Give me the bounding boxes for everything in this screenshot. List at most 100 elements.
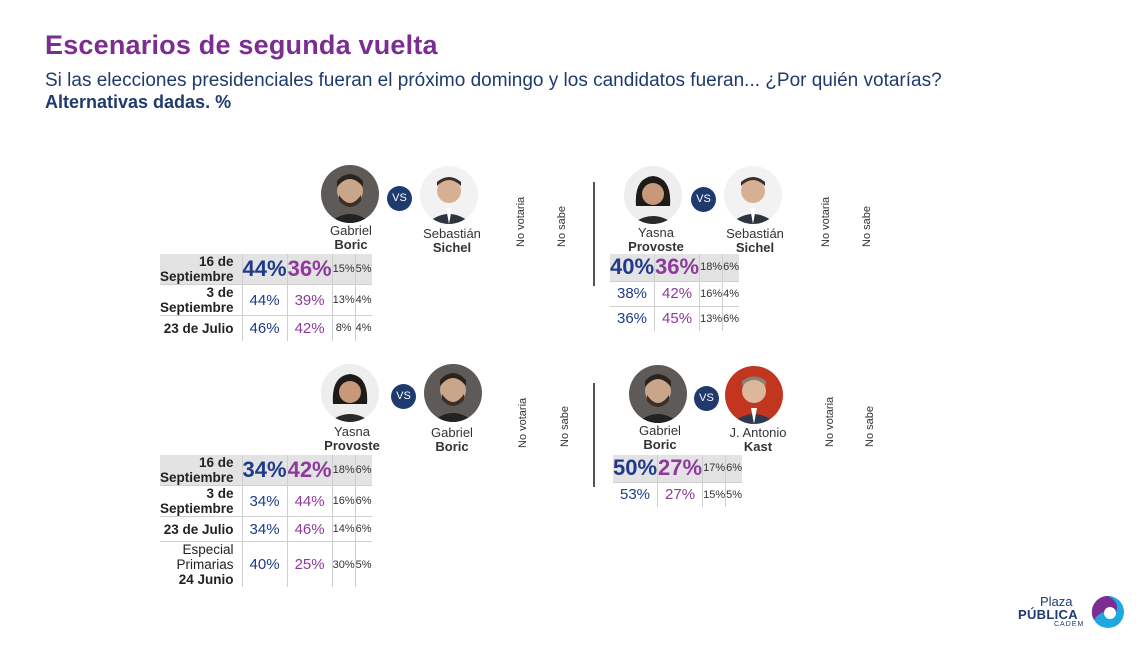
- value-cell: 44%: [241, 254, 288, 285]
- value-cell: 6%: [725, 455, 743, 483]
- row-label: 16 de Septiembre: [160, 254, 243, 285]
- row-label: 23 de Julio: [160, 516, 243, 542]
- value-cell: 34%: [241, 516, 288, 542]
- table-row: 3 de Septiembre 44% 39% 13% 4%: [160, 284, 372, 316]
- results-table: 40% 36% 18% 6% 38% 42% 16% 4% 36% 45% 13…: [610, 254, 740, 331]
- value-cell: 4%: [354, 315, 372, 341]
- avatar-boric: [424, 364, 482, 422]
- value-cell: 13%: [331, 284, 356, 316]
- value-cell: 13%: [699, 306, 723, 331]
- value-cell: 42%: [286, 315, 333, 341]
- candidate-name-1: Gabriel Boric: [301, 224, 401, 252]
- vs-badge: VS: [691, 187, 716, 212]
- column-header-no-sabe: No sabe: [861, 206, 873, 247]
- candidate-first-name: Gabriel: [330, 223, 372, 238]
- value-cell: 40%: [610, 254, 655, 282]
- value-cell: 5%: [725, 482, 743, 507]
- value-cell: 25%: [286, 541, 333, 587]
- value-cell: 8%: [331, 315, 356, 341]
- results-table: 16 de Septiembre 44% 36% 15% 5% 3 de Sep…: [160, 254, 372, 341]
- page-subtitle: Si las elecciones presidenciales fueran …: [45, 70, 942, 91]
- candidate-first-name: Gabriel: [431, 425, 473, 440]
- logo-plaza-text: Plaza: [1040, 594, 1073, 609]
- value-cell: 40%: [241, 541, 288, 587]
- value-cell: 27%: [657, 482, 703, 507]
- candidate-last-name: Sichel: [735, 240, 775, 255]
- value-cell: 18%: [331, 455, 356, 486]
- column-header-no-sabe: No sabe: [559, 406, 571, 447]
- value-cell: 4%: [354, 284, 372, 316]
- value-cell: 34%: [241, 485, 288, 517]
- value-cell: 18%: [699, 254, 723, 282]
- candidate-name-2: Sebastián Sichel: [705, 227, 805, 255]
- page-subtitle-units: Alternativas dadas. %: [45, 92, 232, 112]
- value-cell: 44%: [241, 284, 288, 316]
- candidate-first-name: J. Antonio: [729, 425, 787, 440]
- value-cell: 6%: [722, 306, 740, 331]
- candidate-first-name: Sebastián: [423, 226, 481, 241]
- candidate-last-name: Boric: [643, 437, 677, 452]
- candidate-name-1: Gabriel Boric: [610, 424, 710, 452]
- avatar-sichel: [420, 166, 478, 224]
- value-cell: 6%: [722, 254, 740, 282]
- vs-badge: VS: [387, 186, 412, 211]
- value-cell: 15%: [702, 482, 726, 507]
- avatar-provoste: [321, 364, 379, 422]
- value-cell: 15%: [331, 254, 356, 285]
- avatar-sichel: [724, 166, 782, 224]
- table-row: 50% 27% 17% 6%: [613, 455, 743, 483]
- logo-cadem-text: CADEM: [1054, 621, 1085, 628]
- logo-publica-text: PÚBLICA: [1018, 607, 1078, 622]
- value-cell: 46%: [286, 516, 333, 542]
- candidate-last-name: Boric: [334, 237, 368, 252]
- row-label: 3 de Septiembre: [160, 485, 243, 517]
- row-label-line2: 24 Junio: [178, 572, 234, 587]
- row-label: Especial Primarias 24 Junio: [160, 542, 242, 587]
- value-cell: 6%: [354, 455, 372, 486]
- vs-badge: VS: [391, 384, 416, 409]
- value-cell: 5%: [354, 541, 372, 587]
- candidate-first-name: Yasna: [334, 424, 370, 439]
- value-cell: 53%: [620, 486, 651, 504]
- value-cell: 36%: [617, 310, 648, 328]
- value-cell: 16%: [699, 281, 723, 307]
- avatar-provoste: [624, 166, 682, 224]
- row-label: 23 de Julio: [163, 320, 234, 336]
- value-cell: 17%: [702, 455, 726, 483]
- value-cell: 42%: [286, 455, 333, 486]
- value-cell: 42%: [654, 281, 700, 307]
- avatar-kast: [725, 366, 783, 424]
- value-cell: 50%: [613, 455, 658, 483]
- candidate-name-1: Yasna Provoste: [606, 226, 706, 254]
- table-row: 16 de Septiembre 34% 42% 18% 6%: [160, 455, 372, 486]
- column-header-no-sabe: No sabe: [864, 406, 876, 447]
- candidate-name-2: Sebastián Sichel: [402, 227, 502, 255]
- value-cell: 45%: [654, 306, 700, 331]
- value-cell: 6%: [354, 516, 372, 542]
- avatar-boric: [321, 165, 379, 223]
- table-row: Especial Primarias 24 Junio 40% 25% 30% …: [160, 541, 372, 587]
- panel-divider: [593, 182, 595, 286]
- candidate-last-name: Boric: [435, 439, 469, 454]
- candidate-last-name: Kast: [743, 439, 773, 454]
- candidate-first-name: Sebastián: [726, 226, 784, 241]
- value-cell: 4%: [722, 281, 740, 307]
- candidate-last-name: Sichel: [432, 240, 472, 255]
- page-title: Escenarios de segunda vuelta: [45, 30, 438, 60]
- value-cell: 39%: [286, 284, 333, 316]
- candidate-name-2: Gabriel Boric: [402, 426, 502, 454]
- column-header-no-votaria: No votaria: [517, 397, 529, 448]
- column-header-no-votaria: No votaria: [515, 196, 527, 247]
- row-label: 3 de Septiembre: [160, 284, 243, 316]
- row-label: 16 de Septiembre: [160, 455, 243, 486]
- table-row: 3 de Septiembre 34% 44% 16% 6%: [160, 485, 372, 517]
- candidate-first-name: Gabriel: [639, 423, 681, 438]
- column-header-no-votaria: No votaria: [820, 196, 832, 247]
- results-table: 50% 27% 17% 6% 53% 27% 15% 5%: [613, 455, 743, 507]
- candidate-name-2: J. Antonio Kast: [708, 426, 808, 454]
- value-cell: 16%: [331, 485, 356, 517]
- value-cell: 38%: [610, 281, 655, 307]
- row-label-line1: Especial Primarias: [176, 542, 234, 572]
- value-cell: 46%: [241, 315, 288, 341]
- plaza-publica-cadem-logo: Plaza PÚBLICA CADEM: [1016, 592, 1128, 632]
